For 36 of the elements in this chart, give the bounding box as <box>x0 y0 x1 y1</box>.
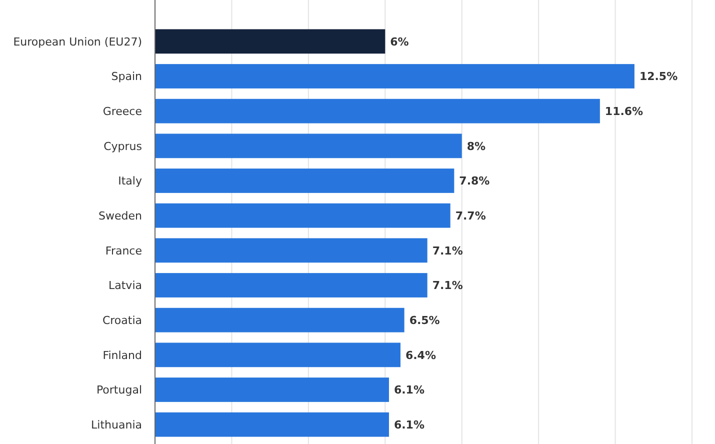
bar <box>155 168 454 193</box>
y-tick-label: Sweden <box>98 209 142 222</box>
y-tick-label: Finland <box>102 348 142 362</box>
data-label: 6.4% <box>405 348 436 362</box>
data-label: 11.6% <box>604 104 644 118</box>
bar <box>155 342 400 368</box>
data-label: 7.1% <box>432 279 463 292</box>
data-label: 6.1% <box>394 384 424 397</box>
y-tick-label: Greece <box>102 104 142 118</box>
bar <box>155 29 386 54</box>
data-label: 7.8% <box>459 174 490 188</box>
bar <box>155 203 450 228</box>
bar <box>155 64 634 88</box>
data-label: 6.1% <box>394 418 424 432</box>
y-tick-label: Croatia <box>102 314 142 327</box>
bar <box>155 98 600 124</box>
y-tick-label: Lithuania <box>91 418 142 432</box>
bar <box>155 378 389 402</box>
y-tick-label: Portugal <box>96 384 142 397</box>
y-tick-label: France <box>105 244 142 258</box>
bar <box>155 308 404 332</box>
data-label: 7.7% <box>455 209 486 222</box>
y-tick-label: Latvia <box>108 279 142 292</box>
y-tick-label: Cyprus <box>104 140 142 153</box>
data-label: 6% <box>390 35 409 48</box>
data-label: 7.1% <box>432 244 463 258</box>
data-label: 6.5% <box>409 314 440 327</box>
bar <box>155 238 428 263</box>
y-tick-label: Italy <box>118 174 142 188</box>
bar <box>155 273 428 298</box>
bar <box>155 412 389 437</box>
y-tick-label: Spain <box>111 70 142 84</box>
data-label: 12.5% <box>639 70 678 84</box>
data-label: 8% <box>466 140 486 153</box>
y-tick-label: European Union (EU27) <box>13 35 142 48</box>
bar <box>155 134 462 158</box>
